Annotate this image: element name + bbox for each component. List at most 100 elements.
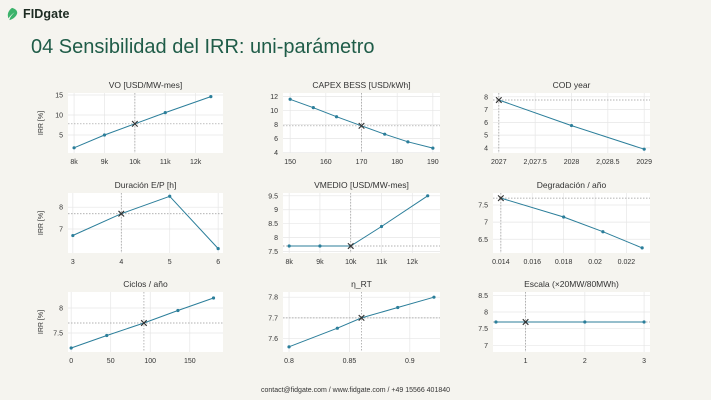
data-point [379, 224, 384, 229]
x-tick-label: 10k [129, 159, 141, 166]
chart-title: COD year [553, 80, 591, 90]
data-point [287, 345, 291, 349]
series-line [500, 197, 643, 249]
y-tick-label: 7.5 [53, 331, 63, 338]
x-tick-label: 11k [160, 159, 171, 166]
y-tick-label: 7 [484, 343, 488, 350]
chart-title: VMEDIO [USD/MW-mes] [314, 180, 409, 190]
data-point [311, 106, 315, 110]
x-tick-label: 9k [101, 159, 109, 166]
chart-panel-9: 1 2 3 7 7.5 8 8.5 Escala (×20MW/80MWh) [478, 279, 650, 365]
base-case-marker [140, 319, 148, 327]
x-tick-label: 2,028.5 [596, 159, 619, 166]
x-tick-label: 160 [320, 159, 332, 166]
y-tick-label: 7.5 [268, 249, 278, 256]
x-tick-label: 12k [407, 259, 419, 266]
y-tick-label: 7.8 [268, 295, 278, 302]
x-tick-label: 2029 [636, 159, 652, 166]
y-tick-label: 7 [59, 227, 63, 234]
x-tick-label: 2 [583, 358, 587, 365]
x-tick-label: 10k [345, 259, 357, 266]
data-point [601, 230, 605, 234]
data-point [569, 123, 574, 128]
y-tick-label: 12 [270, 94, 278, 101]
chart-title: CAPEX BESS [USD/kWh] [312, 80, 410, 90]
x-tick-label: 4 [119, 259, 123, 266]
x-tick-label: 12k [190, 159, 202, 166]
chart-panel-5: 8k 9k 10k 11k 12k 7.5 8 8.5 9 9.5 VMEDIO [USD/MW-m… [268, 180, 440, 266]
data-point [168, 194, 172, 198]
data-point [642, 147, 646, 151]
y-tick-label: 15 [55, 93, 63, 100]
y-axis-label: IRR [%] [38, 111, 45, 135]
x-tick-label: 2028 [564, 159, 580, 166]
x-tick-label: 2,027.5 [523, 159, 546, 166]
data-point [640, 246, 644, 250]
data-point [432, 295, 436, 299]
y-tick-label: 8 [59, 205, 63, 212]
y-tick-label: 6.5 [478, 237, 488, 244]
data-point [72, 146, 76, 150]
x-tick-label: 170 [356, 159, 368, 166]
series-line [72, 195, 219, 249]
data-point [288, 97, 292, 101]
chart-title: VO [USD/MW-mes] [109, 80, 183, 90]
x-tick-label: 5 [168, 259, 172, 266]
x-tick-label: 8k [285, 259, 293, 266]
x-tick-label: 8k [70, 159, 78, 166]
data-point [494, 320, 498, 324]
y-tick-label: 5 [484, 133, 488, 140]
y-tick-label: 8.5 [478, 293, 488, 300]
plot-area [68, 193, 223, 253]
base-case-marker [347, 242, 354, 250]
y-tick-label: 7 [484, 220, 488, 227]
plot-area [493, 193, 650, 253]
y-tick-label: 7.5 [478, 326, 488, 333]
chart-title: Ciclos / año [123, 279, 168, 289]
x-tick-label: 0.022 [618, 259, 636, 266]
y-tick-label: 6 [274, 136, 278, 143]
data-point [211, 296, 216, 300]
brand-name: FIDgate [23, 7, 70, 21]
x-tick-label: 0.9 [405, 358, 415, 365]
y-axis-label: IRR [%] [38, 310, 45, 334]
y-tick-label: 7.6 [268, 336, 278, 343]
base-case-marker [131, 120, 139, 127]
y-tick-label: 9.5 [268, 193, 278, 200]
y-tick-label: 8 [274, 235, 278, 242]
y-tick-label: 10 [55, 113, 63, 120]
x-tick-label: 1 [524, 358, 528, 365]
x-tick-label: 0.8 [284, 358, 294, 365]
data-point [562, 215, 566, 219]
data-point [642, 320, 646, 324]
y-tick-label: 4 [274, 150, 278, 157]
footer-contact: contact@fidgate.com / www.fidgate.com / … [260, 387, 451, 394]
x-tick-label: 150 [284, 159, 296, 166]
data-point [287, 244, 291, 248]
page-title: 04 Sensibilidad del IRR: uni-parámetro [31, 36, 375, 58]
chart-panel-7: 0 50 100 150 7.5 8 Ciclos / año IRR [%] [38, 279, 223, 365]
data-point [383, 132, 387, 136]
x-tick-label: 9k [316, 259, 324, 266]
y-tick-label: 5 [59, 133, 63, 140]
y-axis-label: IRR [%] [38, 211, 45, 235]
base-case-marker [497, 194, 505, 202]
x-tick-label: 11k [376, 259, 387, 266]
y-tick-label: 4 [484, 145, 488, 152]
x-tick-label: 150 [184, 358, 196, 365]
data-point [105, 333, 109, 338]
chart-title: Escala (×20MW/80MWh) [524, 279, 619, 289]
data-point [102, 133, 107, 137]
brand-logo: FIDgate [5, 7, 70, 21]
base-case-marker [358, 122, 365, 129]
x-tick-label: 50 [107, 358, 115, 365]
chart-title: Duración E/P [h] [115, 180, 177, 190]
chart-panel-1: 8k 9k 10k 11k 12k 5 10 15 VO [USD/MW-mes] IRR [%] [38, 80, 223, 166]
x-tick-label: 180 [391, 159, 403, 166]
y-tick-label: 6 [484, 120, 488, 127]
y-tick-label: 7.7 [268, 315, 278, 322]
data-point [69, 346, 73, 350]
x-tick-label: 3 [642, 358, 646, 365]
y-tick-label: 8 [59, 306, 63, 313]
